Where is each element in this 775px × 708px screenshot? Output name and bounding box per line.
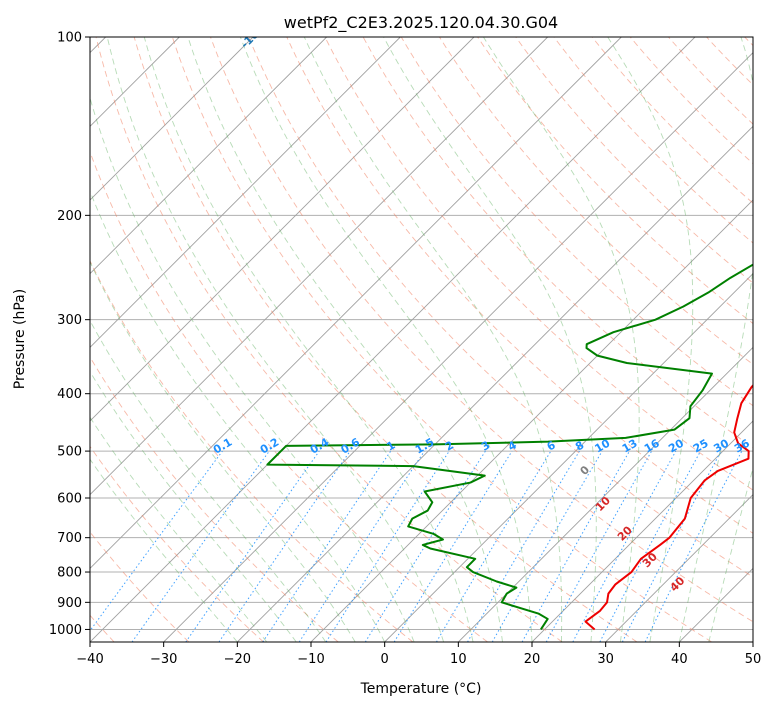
isotherm--100: [90, 37, 254, 201]
y-axis-ticks: 100 200 300 400 500 600 700 800 900 1000: [49, 31, 90, 638]
isotherm--80: [90, 37, 401, 348]
profiles: [266, 263, 753, 631]
moist-adiabat--16: [90, 416, 268, 642]
moist-adiabat--4: [90, 260, 356, 642]
dry-adiabats: [90, 37, 753, 642]
x-tick-label-10: 10: [450, 652, 467, 667]
mixing-ratio-36: [644, 450, 743, 642]
moist-adiabat-20: [239, 37, 533, 642]
dry-adiabat-30: [133, 37, 638, 642]
isotherm--30: [163, 52, 753, 642]
dry-adiabat-130: [515, 37, 753, 284]
plot-area: [90, 37, 753, 642]
x-axis-ticks: −40 −30 −20 −10 0 10 20 30 40 50: [76, 642, 761, 667]
mixing-ratio-4: [393, 450, 513, 642]
moist-adiabat--8: [90, 319, 327, 642]
moist-adiabat-44: [708, 466, 753, 642]
dry-adiabat-80: [324, 37, 753, 491]
isotherm-20: [531, 420, 753, 642]
isotherm--60: [90, 37, 548, 496]
moist-adiabat--20: [90, 458, 238, 642]
x-axis-label: Temperature (°C): [360, 681, 482, 697]
dry-adiabat-0: [90, 259, 414, 642]
moist-adiabat-32: [483, 37, 640, 642]
moist-adiabat-28: [383, 37, 597, 642]
isotherm--70: [90, 37, 475, 422]
mixing-ratio-0.2: [131, 450, 270, 642]
mixing-ratio-16: [545, 450, 653, 642]
mixing-ratio-0.1: [90, 450, 223, 632]
mixing-ratio-13: [521, 450, 630, 642]
moist-adiabats: [90, 37, 753, 642]
isotherms: [90, 37, 753, 642]
moist-adiabat-0: [90, 189, 386, 642]
x-tick-label-20: 20: [524, 652, 541, 667]
isotherm-10: [458, 346, 753, 642]
dry-adiabat-20: [95, 37, 563, 642]
moist-adiabat-16: [187, 37, 503, 642]
y-tick-label-400: 400: [57, 387, 82, 402]
moist-adiabat-36: [607, 37, 694, 642]
isotherm--20: [237, 125, 753, 642]
y-tick-label-600: 600: [57, 492, 82, 507]
gridlines: [90, 37, 753, 630]
x-tick-label-50: 50: [745, 652, 762, 667]
moist-adiabat-24: [303, 37, 563, 642]
y-tick-label-500: 500: [57, 445, 82, 460]
y-tick-label-900: 900: [57, 596, 82, 611]
x-tick-label--20: −20: [224, 652, 251, 667]
dry-adiabat-40: [171, 37, 712, 642]
moist-adiabat-4: [90, 96, 415, 642]
x-tick-label--40: −40: [76, 652, 103, 667]
y-axis-label: Pressure (hPa): [12, 289, 28, 389]
dry-adiabat-60: [248, 37, 753, 578]
temperature-profile: [584, 383, 753, 631]
y-tick-label-200: 200: [57, 209, 82, 224]
dry-adiabat--20: [90, 445, 264, 642]
chart-title: wetPf2_C2E3.2025.120.04.30.G04: [284, 13, 558, 33]
y-tick-label-700: 700: [57, 531, 82, 546]
x-tick-label--10: −10: [297, 652, 324, 667]
mixing-ratio-1: [262, 450, 392, 642]
dry-adiabat-160: [629, 37, 753, 165]
x-tick-label--30: −30: [150, 652, 177, 667]
dewpoint-profile: [266, 263, 753, 630]
dry-adiabat-150: [591, 37, 753, 204]
y-tick-label-300: 300: [57, 313, 82, 328]
moist-adiabat-8: [106, 37, 445, 642]
mixing-ratio-2: [325, 450, 450, 642]
plot-frame: [89, 36, 754, 643]
dry-adiabat-120: [477, 37, 753, 325]
isotherm-0: [384, 273, 753, 642]
x-tick-label-30: 30: [597, 652, 614, 667]
moist-adiabat-40: [678, 37, 753, 642]
dry-adiabat-50: [210, 37, 753, 623]
y-tick-label-1000: 1000: [49, 623, 82, 638]
mixing-ratio-20: [572, 450, 677, 642]
mixing-ratio-0.6: [218, 450, 351, 642]
y-tick-label-800: 800: [57, 566, 82, 581]
dry-adiabat-100: [400, 37, 753, 407]
dry-adiabat-90: [362, 37, 753, 449]
x-tick-label-0: 0: [381, 652, 389, 667]
x-tick-label-40: 40: [671, 652, 688, 667]
moist-adiabat-12: [143, 37, 474, 642]
isotherm--50: [90, 37, 622, 569]
moist-adiabat--12: [90, 370, 297, 642]
mixing-ratio-lines: [90, 450, 743, 642]
isotherm--40: [90, 37, 696, 642]
isotherm-30: [605, 494, 753, 642]
mixing-ratio-0.4: [185, 450, 320, 642]
mixing-ratio-1.5: [298, 450, 425, 642]
y-tick-label-100: 100: [57, 31, 82, 46]
isotherm--90: [90, 37, 327, 275]
